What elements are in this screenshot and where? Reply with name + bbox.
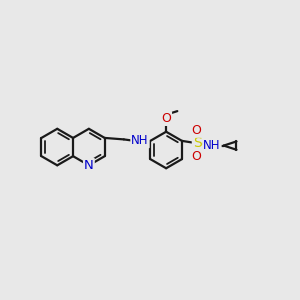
Text: O: O bbox=[192, 150, 202, 163]
Text: O: O bbox=[192, 124, 202, 137]
Text: NH: NH bbox=[203, 139, 221, 152]
Text: NH: NH bbox=[131, 134, 149, 147]
Text: N: N bbox=[84, 159, 94, 172]
Text: O: O bbox=[161, 112, 171, 125]
Text: S: S bbox=[193, 136, 202, 150]
